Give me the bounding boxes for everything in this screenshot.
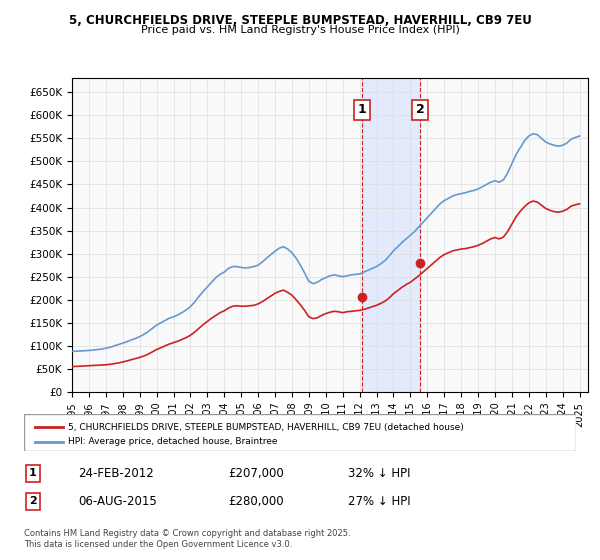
FancyBboxPatch shape	[24, 414, 576, 451]
Text: 5, CHURCHFIELDS DRIVE, STEEPLE BUMPSTEAD, HAVERHILL, CB9 7EU: 5, CHURCHFIELDS DRIVE, STEEPLE BUMPSTEAD…	[68, 14, 532, 27]
Text: HPI: Average price, detached house, Braintree: HPI: Average price, detached house, Brai…	[68, 437, 278, 446]
Text: 2: 2	[416, 103, 425, 116]
Text: Price paid vs. HM Land Registry's House Price Index (HPI): Price paid vs. HM Land Registry's House …	[140, 25, 460, 35]
Bar	[362, 78, 421, 392]
Text: Contains HM Land Registry data © Crown copyright and database right 2025.
This d: Contains HM Land Registry data © Crown c…	[24, 529, 350, 549]
Text: 1: 1	[358, 103, 367, 116]
Text: 06-AUG-2015: 06-AUG-2015	[78, 494, 157, 508]
Text: £207,000: £207,000	[228, 466, 284, 480]
Text: 24-FEB-2012: 24-FEB-2012	[78, 466, 154, 480]
Text: 1: 1	[29, 468, 37, 478]
Text: 2: 2	[29, 496, 37, 506]
Text: £280,000: £280,000	[228, 494, 284, 508]
Text: 27% ↓ HPI: 27% ↓ HPI	[348, 494, 410, 508]
Text: 5, CHURCHFIELDS DRIVE, STEEPLE BUMPSTEAD, HAVERHILL, CB9 7EU (detached house): 5, CHURCHFIELDS DRIVE, STEEPLE BUMPSTEAD…	[68, 423, 464, 432]
Text: 32% ↓ HPI: 32% ↓ HPI	[348, 466, 410, 480]
